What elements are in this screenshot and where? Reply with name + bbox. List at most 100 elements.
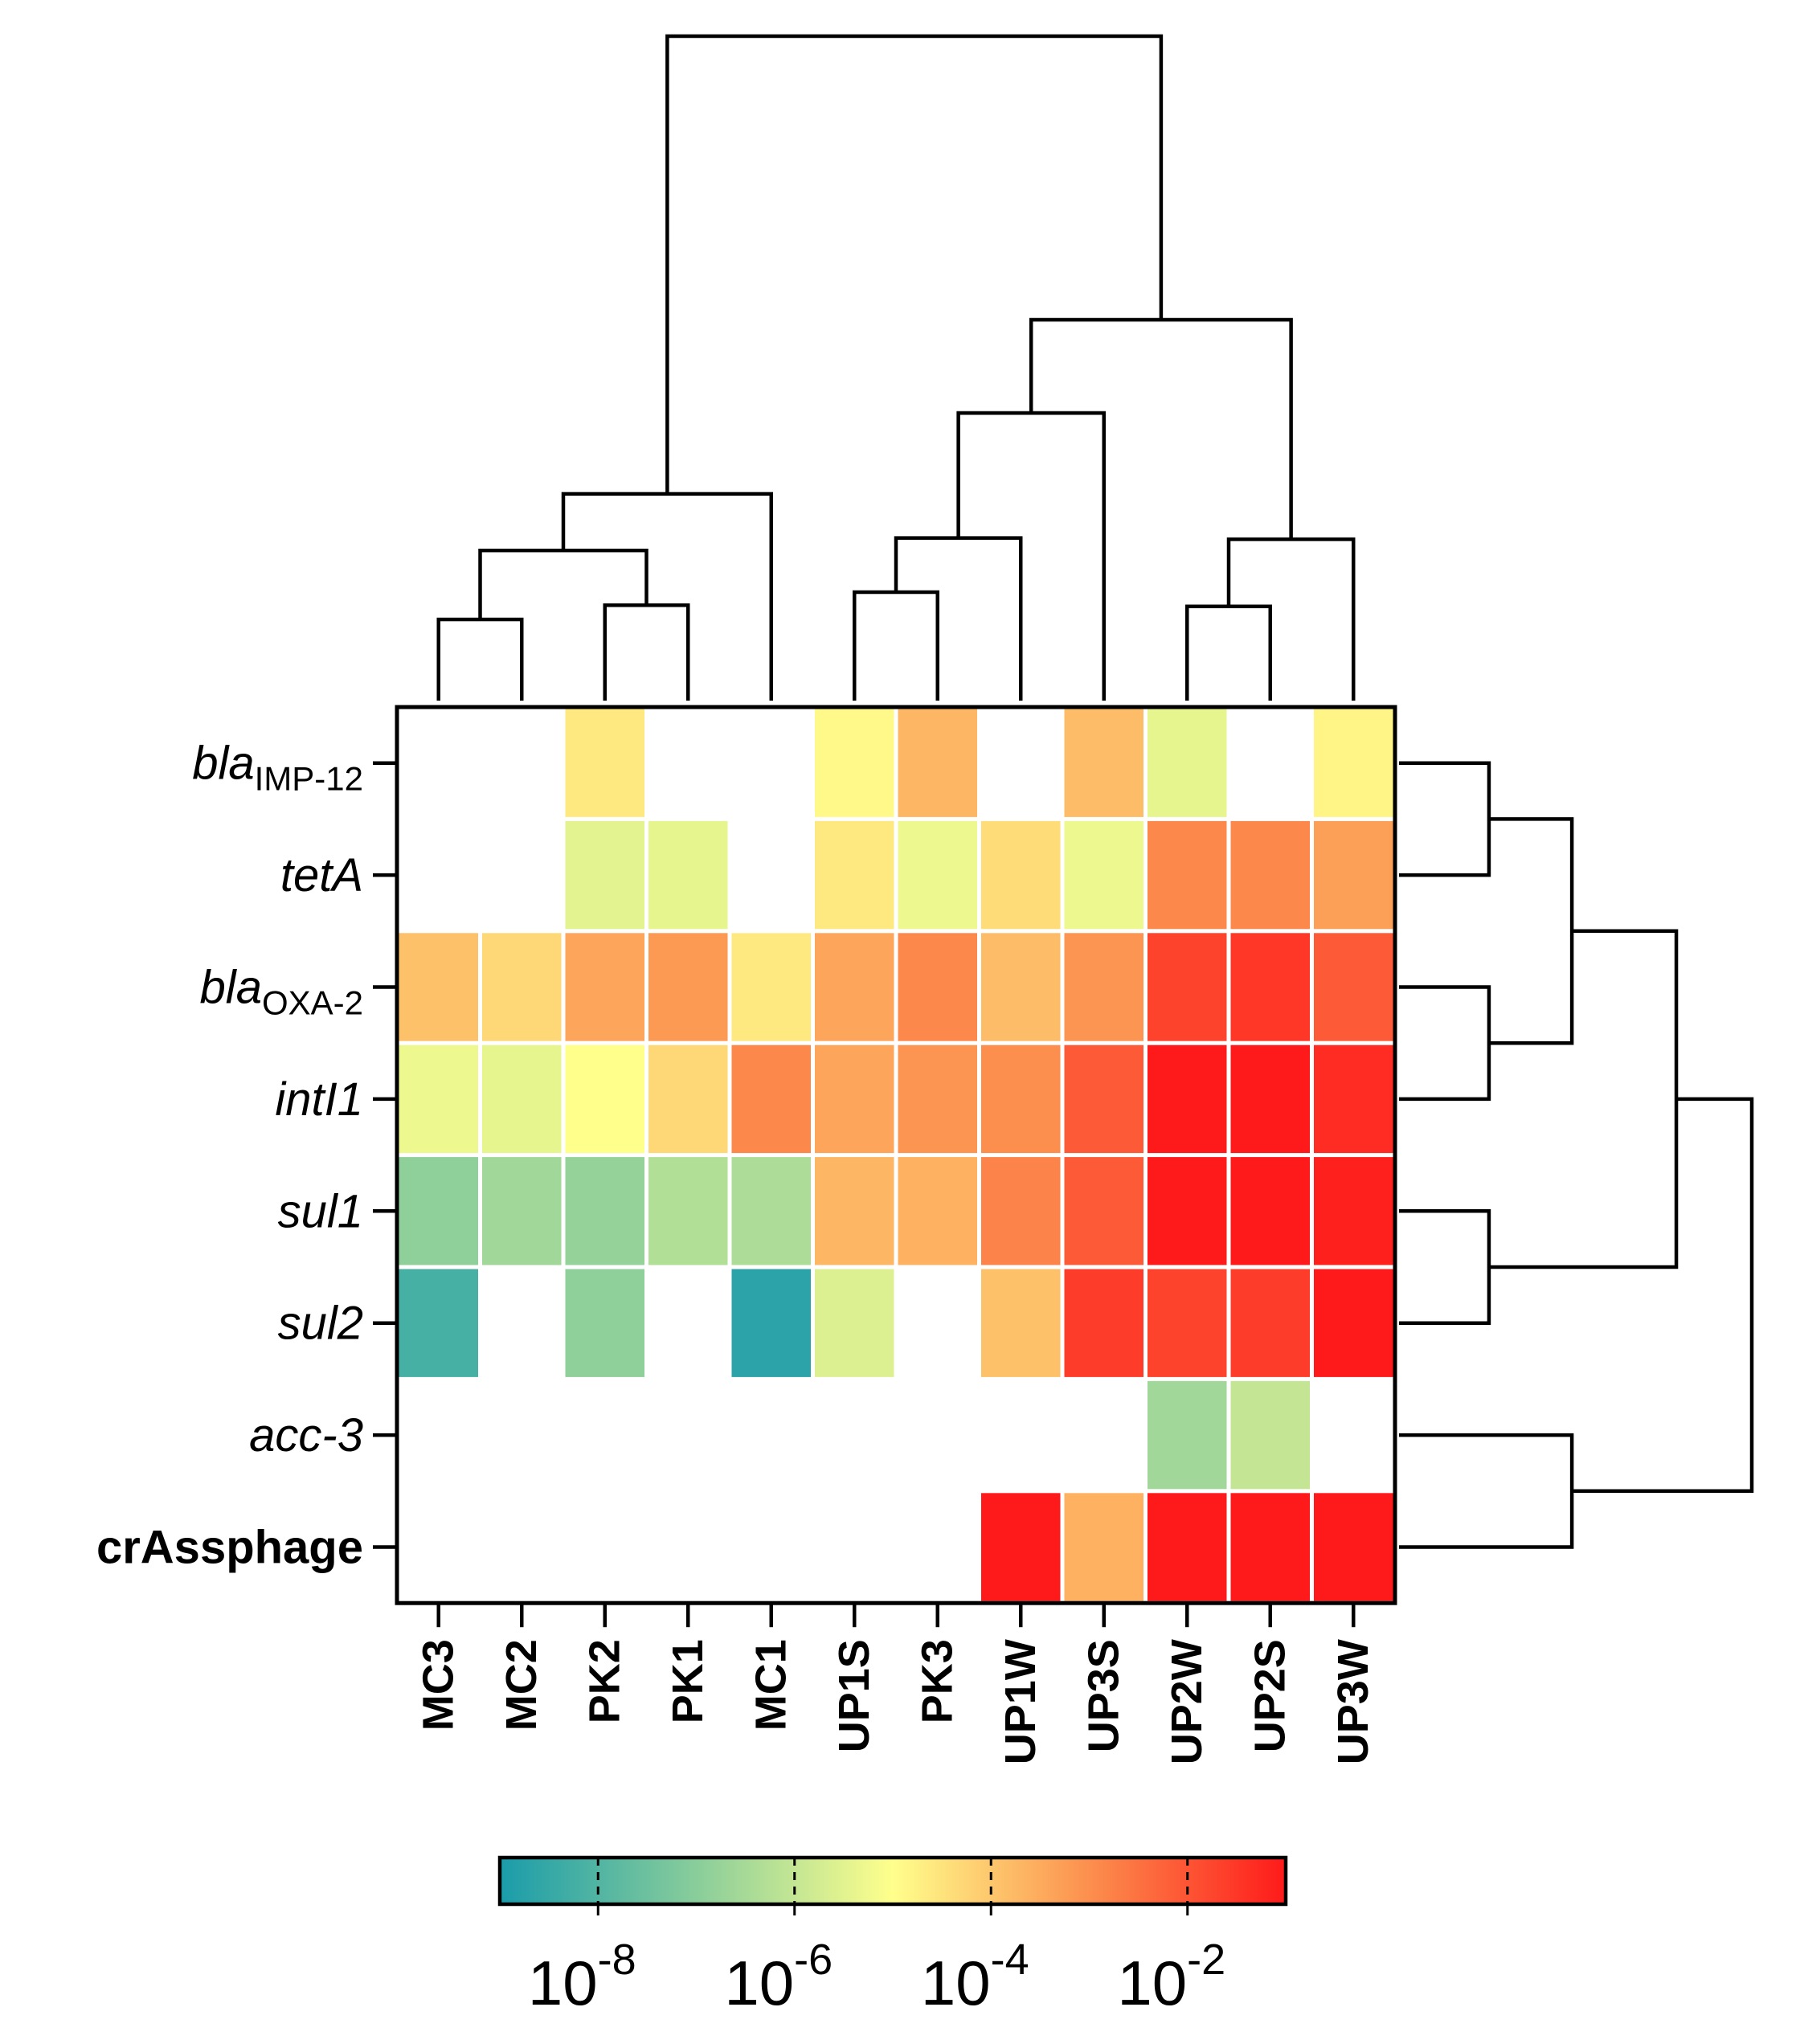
column-dendrogram-link (1226, 537, 1356, 701)
column-label-PK3: PK3 (914, 1639, 962, 1723)
heatmap-cell-blaOXA2-MC1 (731, 933, 811, 1041)
heatmap-cell-blaIMP12-PK3 (898, 709, 977, 817)
row-label-blaIMP12: blaIMP-12 (192, 738, 363, 798)
heatmap-cell-sul1-UP2W (1148, 1157, 1227, 1265)
row-label-acc3: acc-3 (249, 1409, 363, 1461)
heatmap-cell-sul1-UP2S (1230, 1157, 1310, 1265)
column-dendrogram-link (1185, 604, 1272, 701)
heatmap-cell-blaOXA2-PK2 (565, 933, 644, 1041)
column-dendrogram-link (436, 617, 524, 701)
heatmap-cell-intI1-UP3S (1064, 1044, 1143, 1154)
heatmap-cell-blaOXA2-UP2W (1148, 933, 1227, 1041)
column-label-UP1S: UP1S (830, 1639, 878, 1752)
column-label-UP3S: UP3S (1080, 1639, 1128, 1752)
colorbar-tick-label: 10-4 (921, 1936, 1029, 2018)
column-dendrogram-link (894, 536, 1023, 701)
heatmap-cell-crAssphage-UP2S (1230, 1493, 1310, 1601)
row-labels: blaIMP-12 tetA blaOXA-2 intI1 sul1 sul2 acc-3 c… (96, 738, 397, 1574)
heatmap-cell-sul1-MC2 (482, 1157, 562, 1265)
column-dendrogram-link (1029, 317, 1293, 540)
heatmap-cell-sul1-PK1 (648, 1157, 728, 1265)
heatmap-cell-blaOXA2-UP2S (1230, 933, 1310, 1041)
colorbar-gradient (497, 1855, 1288, 1907)
heatmap-cell-tetA-UP2S (1230, 820, 1310, 930)
heatmap-cell-intI1-UP1S (815, 1044, 894, 1154)
column-label-PK1: PK1 (664, 1639, 712, 1723)
heatmap-cell-sul1-PK3 (898, 1157, 977, 1265)
heatmap-cell-blaOXA2-UP1W (981, 933, 1061, 1041)
heatmap-cell-sul2-MC1 (731, 1269, 811, 1377)
heatmap-cell-crAssphage-UP3S (1064, 1493, 1143, 1601)
column-dendrogram (436, 34, 1356, 701)
heatmap-cell-tetA-PK1 (648, 820, 728, 930)
heatmap-cell-sul1-MC1 (731, 1157, 811, 1265)
heatmap-cell-intI1-PK2 (565, 1044, 644, 1154)
heatmap-cell-tetA-PK2 (565, 820, 644, 930)
heatmap-cells (399, 709, 1393, 1601)
heatmap-cell-sul1-UP3S (1064, 1157, 1143, 1265)
heatmap-cell-sul2-MC3 (399, 1269, 478, 1377)
heatmap-cell-blaOXA2-MC3 (399, 933, 478, 1041)
heatmap-cell-blaOXA2-PK1 (648, 933, 728, 1041)
heatmap-cell-sul1-UP3W (1314, 1157, 1393, 1265)
row-dendrogram-link (1399, 761, 1491, 877)
heatmap-cell-sul1-UP1S (815, 1157, 894, 1265)
column-label-MC3: MC3 (415, 1639, 463, 1731)
heatmap-cell-blaIMP12-PK2 (565, 709, 644, 817)
heatmap-cell-crAssphage-UP2W (1148, 1493, 1227, 1601)
row-dendrogram-link (1399, 1433, 1574, 1549)
heatmap-cell-blaIMP12-UP3W (1314, 709, 1393, 817)
colorbar-tick-label: 10-8 (528, 1936, 636, 2018)
column-label-MC2: MC2 (497, 1639, 546, 1731)
row-dendrogram (1399, 761, 1754, 1549)
heatmap-cell-sul2-UP3W (1314, 1269, 1393, 1377)
column-dendrogram-link (853, 590, 939, 701)
row-dendrogram-link (1488, 929, 1679, 1269)
heatmap-cell-tetA-UP1W (981, 820, 1061, 930)
row-label-intI1: intI1 (275, 1073, 363, 1126)
heatmap-cell-intI1-UP1W (981, 1044, 1061, 1154)
heatmap-cell-tetA-PK3 (898, 820, 977, 930)
heatmap-cell-intI1-MC2 (482, 1044, 562, 1154)
heatmap-cell-tetA-UP1S (815, 820, 894, 930)
row-dendrogram-link (1572, 1097, 1754, 1494)
heatmap-frame (395, 705, 1397, 1605)
heatmap-cell-intI1-UP2W (1148, 1044, 1227, 1154)
heatmap-cell-blaIMP12-UP2W (1148, 709, 1227, 817)
column-label-PK2: PK2 (581, 1639, 629, 1723)
heatmap-cell-blaIMP12-UP3S (1064, 709, 1143, 817)
colorbar: 10-8 10-6 10-4 10-2 (497, 1855, 1288, 2018)
heatmap-cell-tetA-UP3W (1314, 820, 1393, 930)
heatmap-cell-sul1-UP1W (981, 1157, 1061, 1265)
heatmap-cell-tetA-UP3S (1064, 820, 1143, 930)
row-label-sul1: sul1 (278, 1185, 363, 1237)
column-labels: MC3 MC2 PK2 PK1 MC1 UP1S PK3 UP1W UP3S UP2W UP2S UP… (415, 1603, 1377, 1764)
heatmap-cell-intI1-PK1 (648, 1044, 728, 1154)
heatmap-cell-blaOXA2-UP1S (815, 933, 894, 1041)
row-dendrogram-link (1488, 817, 1574, 1045)
heatmap-cell-blaOXA2-UP3S (1064, 933, 1143, 1041)
column-label-UP1W: UP1W (996, 1639, 1045, 1764)
row-dendrogram-link (1399, 1209, 1491, 1325)
heatmap-cell-acc3-UP2S (1230, 1380, 1310, 1490)
column-label-MC1: MC1 (747, 1639, 796, 1731)
column-label-UP2W: UP2W (1163, 1639, 1211, 1764)
column-dendrogram-link (956, 411, 1106, 701)
heatmap-cell-acc3-UP2W (1148, 1380, 1227, 1490)
heatmap-cell-tetA-UP2W (1148, 820, 1227, 930)
heatmap-cell-sul1-PK2 (565, 1157, 644, 1265)
colorbar-tick-label: 10-6 (724, 1936, 833, 2018)
row-label-crAssphage: crAssphage (96, 1522, 363, 1574)
heatmap-cell-intI1-UP3W (1314, 1044, 1393, 1154)
heatmap-cell-sul2-PK2 (565, 1269, 644, 1377)
row-label-sul2: sul2 (278, 1298, 363, 1350)
column-dendrogram-link (478, 548, 648, 620)
heatmap-cell-intI1-PK3 (898, 1044, 977, 1154)
column-dendrogram-link (665, 34, 1164, 494)
heatmap-cell-crAssphage-UP3W (1314, 1493, 1393, 1601)
heatmap-cell-intI1-MC1 (731, 1044, 811, 1154)
colorbar-tick-label: 10-2 (1117, 1936, 1225, 2018)
column-label-UP3W: UP3W (1329, 1639, 1377, 1764)
heatmap-cell-sul2-UP2S (1230, 1269, 1310, 1377)
